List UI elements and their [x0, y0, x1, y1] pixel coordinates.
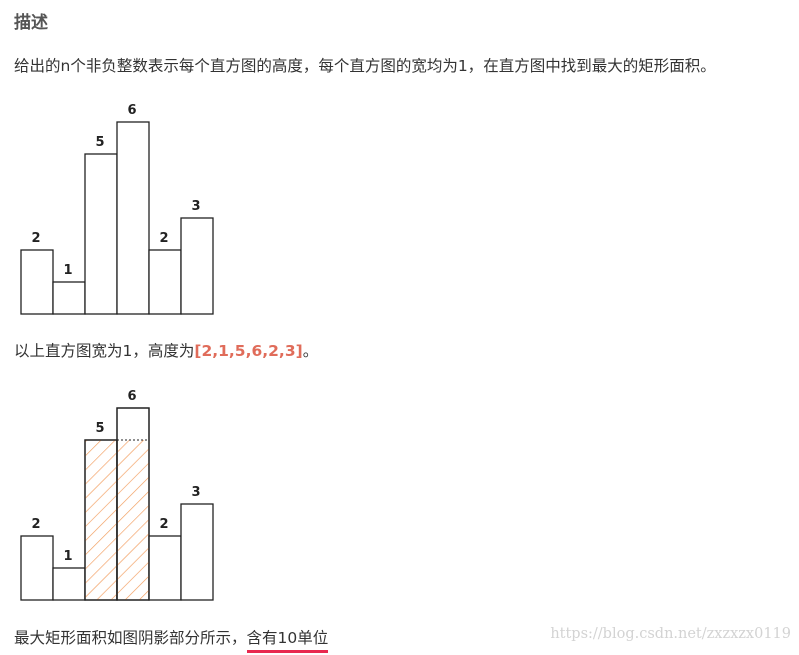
- bar-value-label: 2: [31, 231, 40, 246]
- section-heading: 描述: [14, 13, 48, 33]
- problem-description: 给出的n个非负整数表示每个直方图的高度，每个直方图的宽均为1，在直方图中找到最大…: [14, 57, 716, 75]
- bar-value-label: 2: [31, 517, 40, 532]
- bar-2: [52, 281, 86, 315]
- bar-value-label: 1: [63, 549, 72, 564]
- bar-value-label: 3: [191, 485, 200, 500]
- bar-value-label: 2: [159, 231, 168, 246]
- bar-2: [52, 567, 86, 601]
- bar-value-label: 3: [191, 199, 200, 214]
- bar-edge-4: [116, 407, 150, 601]
- bar-value-label: 5: [95, 135, 104, 150]
- bar-value-label: 6: [127, 103, 136, 118]
- caption-prefix: 以上直方图宽为1，高度为: [14, 342, 195, 360]
- histogram-chart: 2 1 5 6 2 3: [20, 103, 214, 315]
- bar-6: [180, 217, 214, 315]
- bar-3: [84, 153, 118, 315]
- conclusion-text: 最大矩形面积如图阴影部分所示，含有10单位: [14, 626, 329, 653]
- bar-5: [148, 535, 182, 601]
- bar-value-label: 6: [127, 389, 136, 404]
- heights-array: [2,1,5,6,2,3]: [194, 342, 303, 360]
- bar-value-label: 2: [159, 517, 168, 532]
- histogram-shaded-chart: 2 1 5 6 2 3: [20, 389, 214, 601]
- caption-suffix: 。: [302, 342, 319, 360]
- watermark-url: https://blog.csdn.net/zxzxzx0119: [550, 626, 791, 642]
- area-result: 含有10单位: [246, 629, 329, 653]
- bar-5: [148, 249, 182, 315]
- conclusion-prefix: 最大矩形面积如图阴影部分所示，: [14, 629, 247, 647]
- bar-1: [20, 249, 54, 315]
- bar-4: [116, 121, 150, 315]
- bar-1: [20, 535, 54, 601]
- bar-6: [180, 503, 214, 601]
- heights-caption: 以上直方图宽为1，高度为[2,1,5,6,2,3]。: [14, 339, 318, 361]
- bar-value-label: 1: [63, 263, 72, 278]
- bar-value-label: 5: [95, 421, 104, 436]
